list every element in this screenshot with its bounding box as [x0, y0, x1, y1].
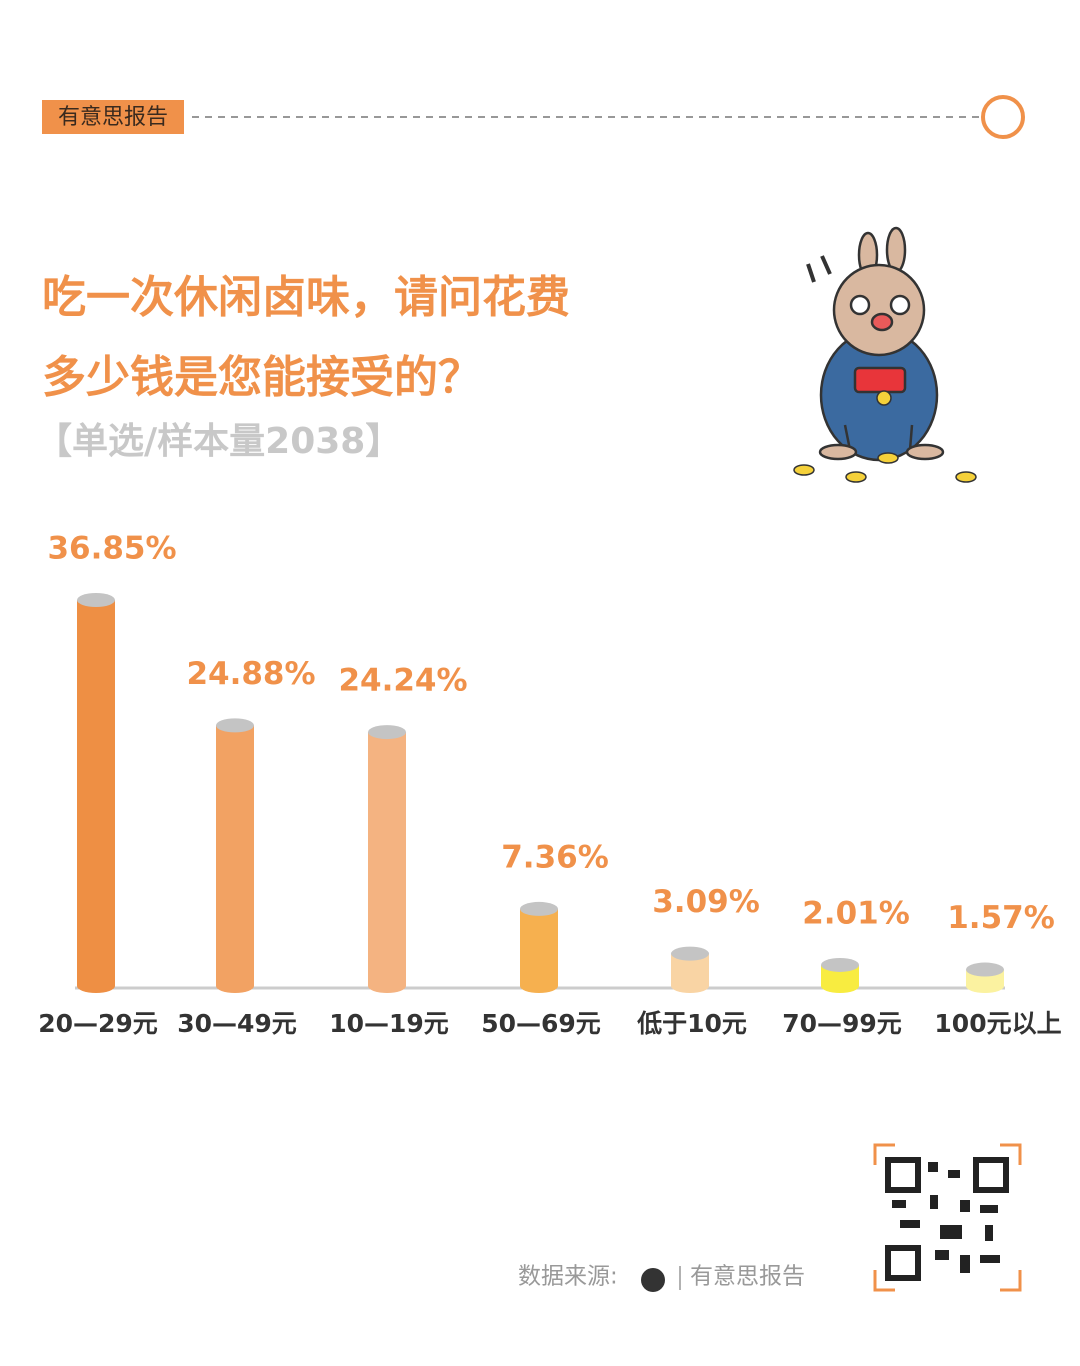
value-label: 36.85% [47, 531, 176, 567]
title: 多少钱是您能接受的？ [42, 352, 482, 403]
x-tick-label: 20—29元 [38, 1009, 158, 1038]
x-tick-label: 10—19元 [329, 1009, 449, 1038]
bar [671, 953, 709, 993]
value-label: 7.36% [501, 839, 609, 875]
bar [520, 908, 558, 993]
bar [77, 600, 115, 993]
qr-code [873, 1143, 1022, 1292]
bar-top [821, 957, 859, 972]
bar [368, 732, 406, 993]
value-label: 3.09% [652, 884, 760, 920]
bar-top [966, 962, 1004, 977]
divider-circle [981, 95, 1025, 139]
subtitle: 【单选/样本量2038】 [36, 421, 401, 462]
bar [821, 964, 859, 993]
bar [216, 725, 254, 993]
value-label: 2.01% [802, 895, 910, 931]
x-tick-label: 低于10元 [636, 1009, 747, 1038]
brand-tag [42, 100, 184, 134]
bars: 36.85% 20—29元 24.88% 30—49元 24.24% 10—19元 7.36… [38, 531, 1061, 1039]
bar-top [520, 901, 558, 916]
bar-top [216, 718, 254, 733]
source-label: 数据来源: [518, 1264, 618, 1290]
value-label: 1.57% [947, 900, 1055, 936]
x-tick-label: 50—69元 [481, 1009, 601, 1038]
value-label: 24.88% [186, 656, 315, 692]
title: 吃一次休闲卤味，请问花费 [42, 272, 570, 323]
source-name: 有意思报告 [690, 1264, 805, 1290]
x-tick-label: 100元以上 [934, 1009, 1061, 1038]
bar-top [368, 725, 406, 740]
rabbit-illustration [793, 226, 977, 483]
source-logo [641, 1268, 665, 1292]
bar-top [671, 946, 709, 961]
x-tick-label: 30—49元 [177, 1009, 297, 1038]
brand: 有意思报告 [58, 105, 168, 130]
bar-top [77, 593, 115, 607]
x-tick-label: 70—99元 [782, 1009, 902, 1038]
value-label: 24.24% [338, 663, 467, 699]
